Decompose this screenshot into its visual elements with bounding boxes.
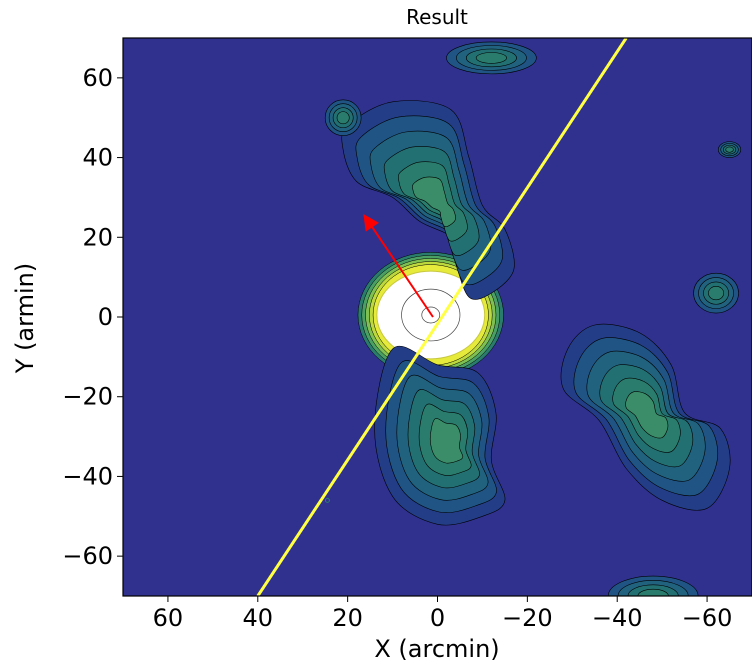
right-small-blob-level [725, 146, 734, 153]
y-tick-label: 20 [82, 223, 113, 251]
y-tick-label: 60 [82, 64, 113, 92]
bottom-blob-level [637, 588, 669, 596]
left-blob [324, 99, 362, 136]
annotations [256, 38, 628, 596]
top-blob [446, 41, 537, 75]
y-tick-label: −20 [62, 383, 113, 411]
y-tick-label: 40 [82, 144, 113, 172]
right-mid-blob [693, 272, 739, 314]
southern-arm [374, 346, 506, 526]
bottom-blob [607, 575, 699, 596]
y-axis-ticks: 60 40 20 0 −20 −40 −60 [62, 64, 123, 570]
y-tick-label: −40 [62, 462, 113, 490]
x-tick-label: 20 [332, 604, 363, 632]
x-tick-label: −60 [682, 604, 733, 632]
northern-arm-level [412, 176, 456, 228]
red-arrow [363, 214, 434, 318]
left-blob-level [336, 111, 350, 125]
x-tick-label: −20 [502, 604, 553, 632]
yellow-line [256, 38, 628, 596]
northern-arm [341, 100, 515, 300]
southern-arm-level [429, 418, 464, 464]
x-tick-label: −40 [592, 604, 643, 632]
contour-features [324, 41, 742, 596]
chart-title: Result [406, 5, 468, 29]
southeast-structure [560, 323, 731, 511]
southeast-structure-level [625, 391, 669, 439]
y-axis-label: Y (armin) [11, 263, 39, 374]
x-tick-label: 40 [243, 604, 274, 632]
central-peak-inner-level [421, 306, 441, 324]
x-axis-ticks: 60 40 20 0 −20 −40 −60 [153, 596, 733, 632]
x-axis-label: X (arcmin) [374, 635, 499, 663]
y-tick-label: −60 [62, 542, 113, 570]
y-tick-label: 0 [98, 303, 113, 331]
right-small-blob [718, 141, 742, 158]
small-marker [324, 497, 330, 503]
x-tick-label: 60 [153, 604, 184, 632]
top-blob-level [475, 52, 507, 64]
central-peak-inner-level [401, 288, 461, 342]
x-tick-label: 0 [430, 604, 445, 632]
right-mid-blob-level [708, 286, 724, 301]
